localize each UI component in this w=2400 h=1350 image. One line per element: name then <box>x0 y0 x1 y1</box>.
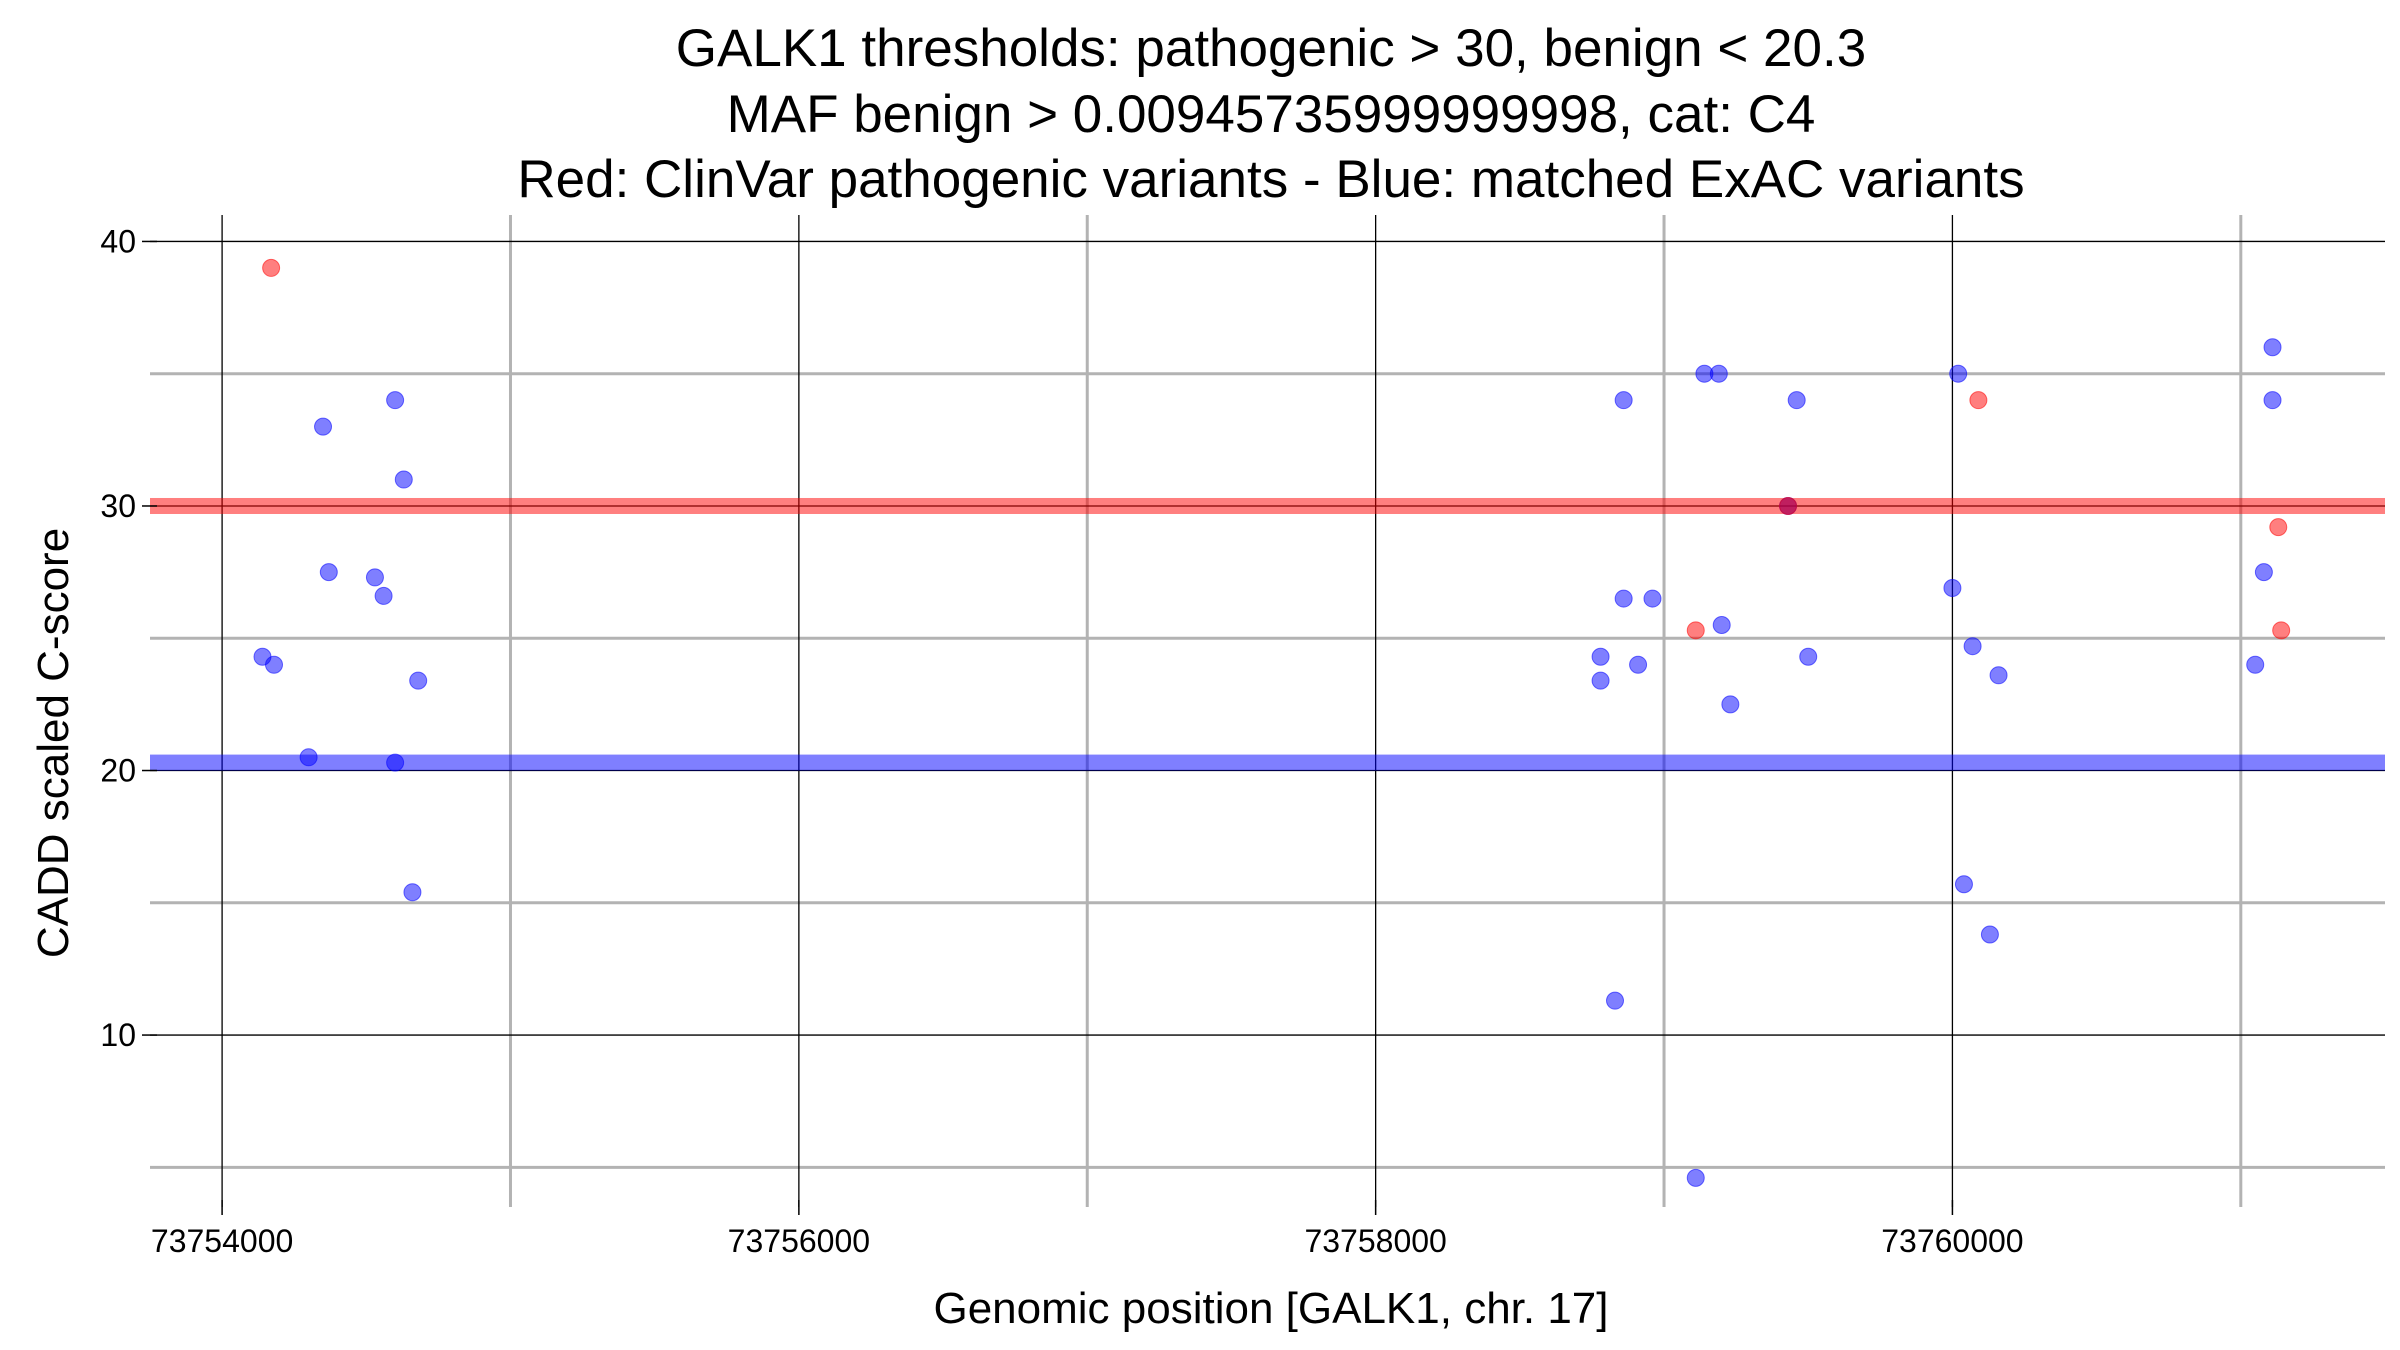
y-axis-title: CADD scaled C-score <box>29 528 78 958</box>
point-series1-1 <box>265 655 284 674</box>
point-series1-36 <box>2263 391 2282 410</box>
y-tick-label-3: 40 <box>100 223 136 259</box>
x-tick-label-2: 73758000 <box>1304 1223 1446 1259</box>
point-series1-12 <box>1591 647 1610 666</box>
point-series1-8 <box>386 753 405 772</box>
x-tick-label-3: 73760000 <box>1881 1223 2023 1259</box>
point-series1-15 <box>1614 391 1633 410</box>
x-axis-title: Genomic position [GALK1, chr. 17] <box>933 1284 1608 1333</box>
grid <box>150 215 2385 1207</box>
point-series1-6 <box>374 586 393 605</box>
point-series1-10 <box>403 883 422 902</box>
point-series1-27 <box>1943 578 1962 597</box>
point-series1-29 <box>1954 875 1973 894</box>
threshold-band-pathogenic <box>150 497 2385 514</box>
point-series0-0 <box>262 258 281 277</box>
data-points <box>253 258 2291 1187</box>
point-series1-17 <box>1629 655 1648 674</box>
point-series1-32 <box>1989 666 2008 685</box>
point-series1-21 <box>1709 364 1728 383</box>
point-series1-22 <box>1712 616 1731 635</box>
point-series1-30 <box>1963 637 1982 656</box>
y-tick-label-2: 30 <box>100 488 136 524</box>
point-series0-4 <box>2269 518 2288 537</box>
y-tick-label-0: 10 <box>100 1017 136 1053</box>
point-series1-16 <box>1614 589 1633 608</box>
threshold-lines <box>150 497 2385 771</box>
y-tick-label-1: 20 <box>100 753 136 789</box>
title-line-2: MAF benign > 0.00945735999999998, cat: C… <box>727 85 1816 144</box>
point-series0-1 <box>1686 621 1705 640</box>
point-series1-5 <box>365 568 384 587</box>
point-series1-23 <box>1721 695 1740 714</box>
x-tick-label-1: 73756000 <box>728 1223 870 1259</box>
point-series1-34 <box>2254 563 2273 582</box>
title-line-3: Red: ClinVar pathogenic variants - Blue:… <box>517 150 2024 209</box>
title-line-1: GALK1 thresholds: pathogenic > 30, benig… <box>676 19 1866 78</box>
point-series1-24 <box>1787 391 1806 410</box>
point-series1-14 <box>1606 991 1625 1010</box>
chart-title: GALK1 thresholds: pathogenic > 30, benig… <box>517 19 2024 209</box>
point-series1-31 <box>1980 925 1999 944</box>
x-axis: 73754000 73756000 73758000 73760000 <box>151 1200 2024 1259</box>
point-series1-35 <box>2263 338 2282 357</box>
point-series1-28 <box>1949 364 1968 383</box>
threshold-band-benign <box>150 754 2385 771</box>
point-series1-3 <box>314 417 333 436</box>
point-series0-5 <box>2272 621 2291 640</box>
point-series0-3 <box>1969 391 1988 410</box>
point-series1-33 <box>2246 655 2265 674</box>
point-series1-7 <box>386 391 405 410</box>
point-series0-2 <box>1779 496 1798 515</box>
point-series1-11 <box>409 671 428 690</box>
point-series1-25 <box>1799 647 1818 666</box>
y-axis: 10 20 30 40 <box>100 223 157 1053</box>
point-series1-18 <box>1643 589 1662 608</box>
point-series1-2 <box>299 748 318 767</box>
point-series1-4 <box>319 563 338 582</box>
x-tick-label-0: 73754000 <box>151 1223 293 1259</box>
point-series1-13 <box>1591 671 1610 690</box>
point-series1-19 <box>1686 1168 1705 1187</box>
point-series1-9 <box>394 470 413 489</box>
